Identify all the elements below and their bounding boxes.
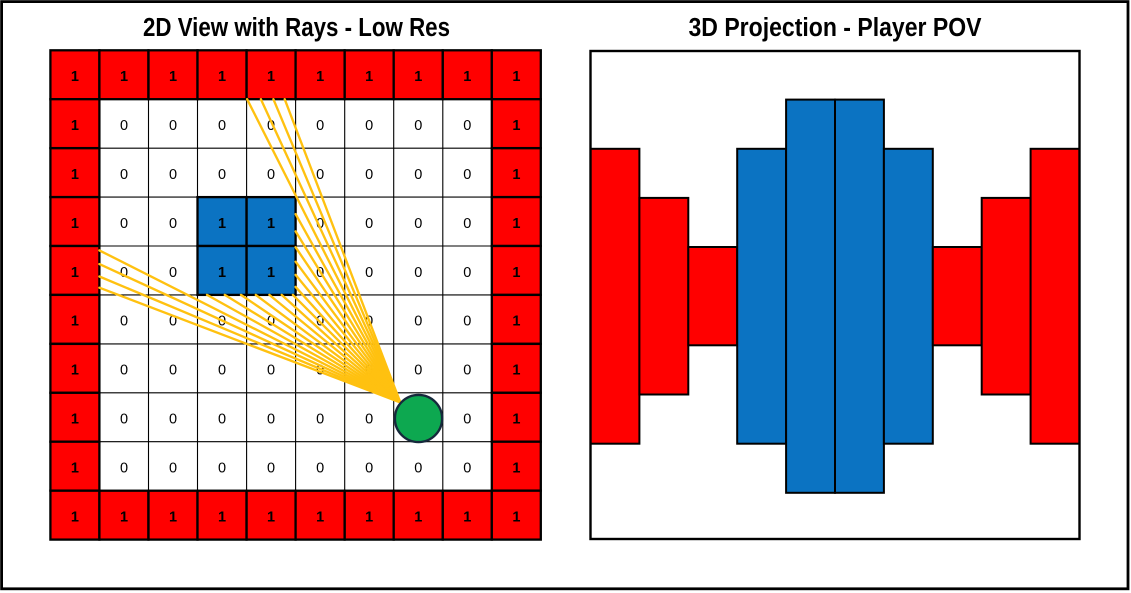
svg-text:0: 0 — [365, 167, 373, 183]
svg-text:0: 0 — [218, 412, 226, 428]
svg-text:0: 0 — [316, 118, 324, 134]
svg-text:1: 1 — [414, 69, 422, 85]
svg-text:0: 0 — [414, 167, 422, 183]
svg-text:1: 1 — [463, 69, 471, 85]
svg-text:0: 0 — [414, 314, 422, 330]
svg-text:0: 0 — [218, 167, 226, 183]
svg-text:1: 1 — [218, 509, 226, 525]
svg-text:0: 0 — [120, 216, 128, 232]
svg-text:1: 1 — [71, 167, 79, 183]
svg-text:0: 0 — [169, 118, 177, 134]
svg-text:1: 1 — [71, 509, 79, 525]
svg-text:0: 0 — [169, 461, 177, 477]
svg-text:0: 0 — [316, 363, 324, 379]
svg-text:0: 0 — [316, 412, 324, 428]
svg-text:1: 1 — [365, 69, 373, 85]
svg-text:0: 0 — [169, 314, 177, 330]
svg-text:0: 0 — [169, 167, 177, 183]
svg-text:0: 0 — [267, 363, 275, 379]
svg-text:0: 0 — [120, 314, 128, 330]
svg-text:0: 0 — [120, 167, 128, 183]
svg-text:1: 1 — [365, 509, 373, 525]
svg-text:0: 0 — [267, 118, 275, 134]
svg-text:1: 1 — [512, 265, 520, 281]
svg-text:1: 1 — [512, 363, 520, 379]
svg-text:1: 1 — [512, 509, 520, 525]
svg-text:0: 0 — [120, 118, 128, 134]
svg-text:0: 0 — [316, 461, 324, 477]
svg-text:0: 0 — [365, 216, 373, 232]
svg-text:0: 0 — [169, 363, 177, 379]
svg-text:1: 1 — [120, 69, 128, 85]
svg-text:0: 0 — [463, 265, 471, 281]
svg-text:0: 0 — [120, 265, 128, 281]
svg-text:0: 0 — [365, 265, 373, 281]
svg-text:1: 1 — [267, 69, 275, 85]
svg-text:0: 0 — [218, 461, 226, 477]
svg-text:1: 1 — [71, 118, 79, 134]
svg-text:1: 1 — [414, 509, 422, 525]
svg-text:0: 0 — [169, 412, 177, 428]
svg-text:1: 1 — [512, 167, 520, 183]
svg-text:2D View with Rays - Low Res: 2D View with Rays - Low Res — [143, 14, 450, 42]
svg-text:0: 0 — [463, 118, 471, 134]
svg-text:1: 1 — [71, 314, 79, 330]
svg-text:1: 1 — [267, 265, 275, 281]
svg-text:1: 1 — [169, 69, 177, 85]
svg-text:0: 0 — [463, 216, 471, 232]
svg-text:1: 1 — [218, 69, 226, 85]
svg-text:1: 1 — [120, 509, 128, 525]
svg-text:0: 0 — [365, 461, 373, 477]
svg-text:0: 0 — [267, 314, 275, 330]
svg-text:0: 0 — [463, 412, 471, 428]
svg-text:0: 0 — [463, 461, 471, 477]
svg-text:1: 1 — [267, 509, 275, 525]
svg-text:1: 1 — [218, 265, 226, 281]
svg-text:1: 1 — [316, 509, 324, 525]
svg-text:1: 1 — [512, 314, 520, 330]
svg-text:0: 0 — [169, 265, 177, 281]
svg-text:0: 0 — [169, 216, 177, 232]
svg-text:1: 1 — [71, 216, 79, 232]
svg-text:0: 0 — [463, 363, 471, 379]
svg-text:0: 0 — [414, 216, 422, 232]
svg-text:1: 1 — [169, 509, 177, 525]
svg-text:0: 0 — [218, 118, 226, 134]
svg-text:1: 1 — [71, 363, 79, 379]
svg-text:1: 1 — [71, 265, 79, 281]
svg-text:1: 1 — [512, 216, 520, 232]
svg-text:0: 0 — [463, 167, 471, 183]
svg-text:0: 0 — [120, 363, 128, 379]
svg-text:0: 0 — [267, 461, 275, 477]
svg-text:0: 0 — [463, 314, 471, 330]
svg-text:0: 0 — [267, 412, 275, 428]
svg-text:1: 1 — [463, 509, 471, 525]
svg-text:1: 1 — [267, 216, 275, 232]
svg-text:1: 1 — [512, 412, 520, 428]
svg-text:1: 1 — [71, 461, 79, 477]
svg-text:1: 1 — [512, 461, 520, 477]
svg-text:1: 1 — [316, 69, 324, 85]
svg-text:0: 0 — [316, 167, 324, 183]
svg-text:0: 0 — [267, 167, 275, 183]
svg-text:0: 0 — [365, 412, 373, 428]
svg-text:0: 0 — [316, 216, 324, 232]
svg-text:1: 1 — [512, 118, 520, 134]
svg-text:0: 0 — [120, 461, 128, 477]
svg-text:0: 0 — [365, 118, 373, 134]
svg-text:0: 0 — [218, 363, 226, 379]
svg-text:0: 0 — [120, 412, 128, 428]
svg-text:0: 0 — [414, 118, 422, 134]
svg-text:0: 0 — [414, 363, 422, 379]
svg-text:3D Projection - Player POV: 3D Projection - Player POV — [689, 14, 982, 42]
svg-text:1: 1 — [218, 216, 226, 232]
svg-text:0: 0 — [414, 265, 422, 281]
svg-text:0: 0 — [414, 461, 422, 477]
svg-text:1: 1 — [71, 412, 79, 428]
svg-text:1: 1 — [512, 69, 520, 85]
svg-text:1: 1 — [71, 69, 79, 85]
